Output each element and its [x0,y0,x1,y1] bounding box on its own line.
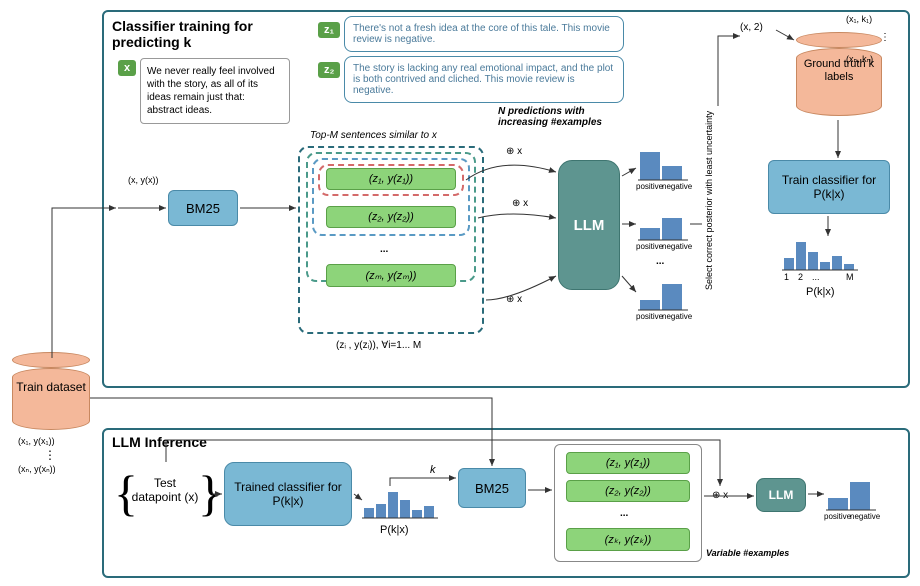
bottom-panel-title: LLM Inference [112,434,207,450]
bars-2-pos: positive [636,242,663,251]
gt-pairs-bot: (xₙ, kₙ) [846,54,873,65]
z1-chip: (z₁, y(z₁)) [326,168,456,190]
z2-chip: (z₂, y(z₂)) [326,206,456,228]
pkx-tick-1: 1 [784,272,789,282]
plus-x-2: ⊕ x [512,198,528,209]
llm-top-label: LLM [574,217,605,234]
top-panel-title: Classifier training for predicting k [112,18,272,50]
final-bars [828,480,870,510]
plus-x-bottom: ⊕ x [712,490,728,501]
test-datapoint: Test datapoint (x) [130,476,200,504]
xy-label: (x, y(x)) [128,175,159,185]
z2-chip-b: (z₂, y(z₂)) [566,480,690,502]
bars-1-pos: positive [636,182,663,191]
gt-cylinder: Ground truth k labels [796,40,882,116]
bars-3-neg: negative [662,312,692,321]
x2-label: (x, 2) [740,22,763,33]
llm-top: LLM [558,160,620,290]
bars-2-neg: negative [662,242,692,251]
example-z1-badge: z₁ [318,22,340,38]
train-dataset-cylinder: Train dataset [12,360,90,430]
pkx-tick-3: ... [812,272,820,282]
llm-bottom-label: LLM [769,488,794,502]
pkx-bars-top [784,240,854,270]
bars-2 [640,210,682,240]
example-z2-text: The story is lacking any real emotional … [344,56,624,103]
train-pairs-top: (x₁, y(x₁)) [18,436,55,446]
bm25-top-label: BM25 [186,201,220,216]
select-text: Select correct posterior with least unce… [704,110,714,290]
final-pos: positive [824,512,851,521]
pkx-tick-2: 2 [798,272,803,282]
zi-label: (zᵢ , y(zᵢ)), ∀i=1... M [336,340,421,351]
train-pairs-bot: (xₙ, y(xₙ)) [18,464,56,475]
bars-3-pos: positive [636,312,663,321]
z-dots-b: ... [620,508,628,519]
zk-chip-b: (zₖ, y(zₖ)) [566,528,690,551]
train-classifier-label: Train classifier for P(k|x) [769,169,889,205]
bars-3 [640,280,682,310]
brace-right: } [198,464,222,522]
bars-1 [640,150,682,180]
train-pairs-dots: ⋮ [44,448,56,462]
bm25-top: BM25 [168,190,238,226]
pkx-bars-bottom [364,488,434,518]
z-dots: ... [380,244,388,255]
topm-label: Top-M sentences similar to x [310,130,437,141]
train-dataset-label: Train dataset [12,380,90,394]
pkx-label-top: P(k|x) [806,286,835,298]
plus-x-3: ⊕ x [506,294,522,305]
trained-classifier-label: Trained classifier for P(k|x) [225,476,351,512]
z1-chip-b: (z₁, y(z₁)) [566,452,690,474]
npred-label: N predictions with increasing #examples [498,106,628,128]
trained-classifier-box: Trained classifier for P(k|x) [224,462,352,526]
train-classifier-box: Train classifier for P(k|x) [768,160,890,214]
example-x-text: We never really feel involved with the s… [140,58,290,124]
example-z1-text: There's not a fresh idea at the core of … [344,16,624,52]
pkx-label-bottom: P(k|x) [380,524,409,536]
example-x-badge: x [118,60,136,76]
bm25-bottom: BM25 [458,468,526,508]
example-z2-badge: z₂ [318,62,340,78]
gt-pairs-top: (x₁, k₁) [846,14,872,24]
k-label: k [430,464,436,476]
bars-dots: ... [656,256,664,267]
llm-bottom: LLM [756,478,806,512]
zm-chip: (zₘ, y(zₘ)) [326,264,456,287]
var-examples-label: Variable #examples [706,548,789,558]
gt-dots: ⋮ [880,32,890,43]
pkx-tick-4: M [846,272,854,282]
plus-x-1: ⊕ x [506,146,522,157]
bars-1-neg: negative [662,182,692,191]
bm25-bottom-label: BM25 [475,481,509,496]
final-neg: negative [850,512,880,521]
